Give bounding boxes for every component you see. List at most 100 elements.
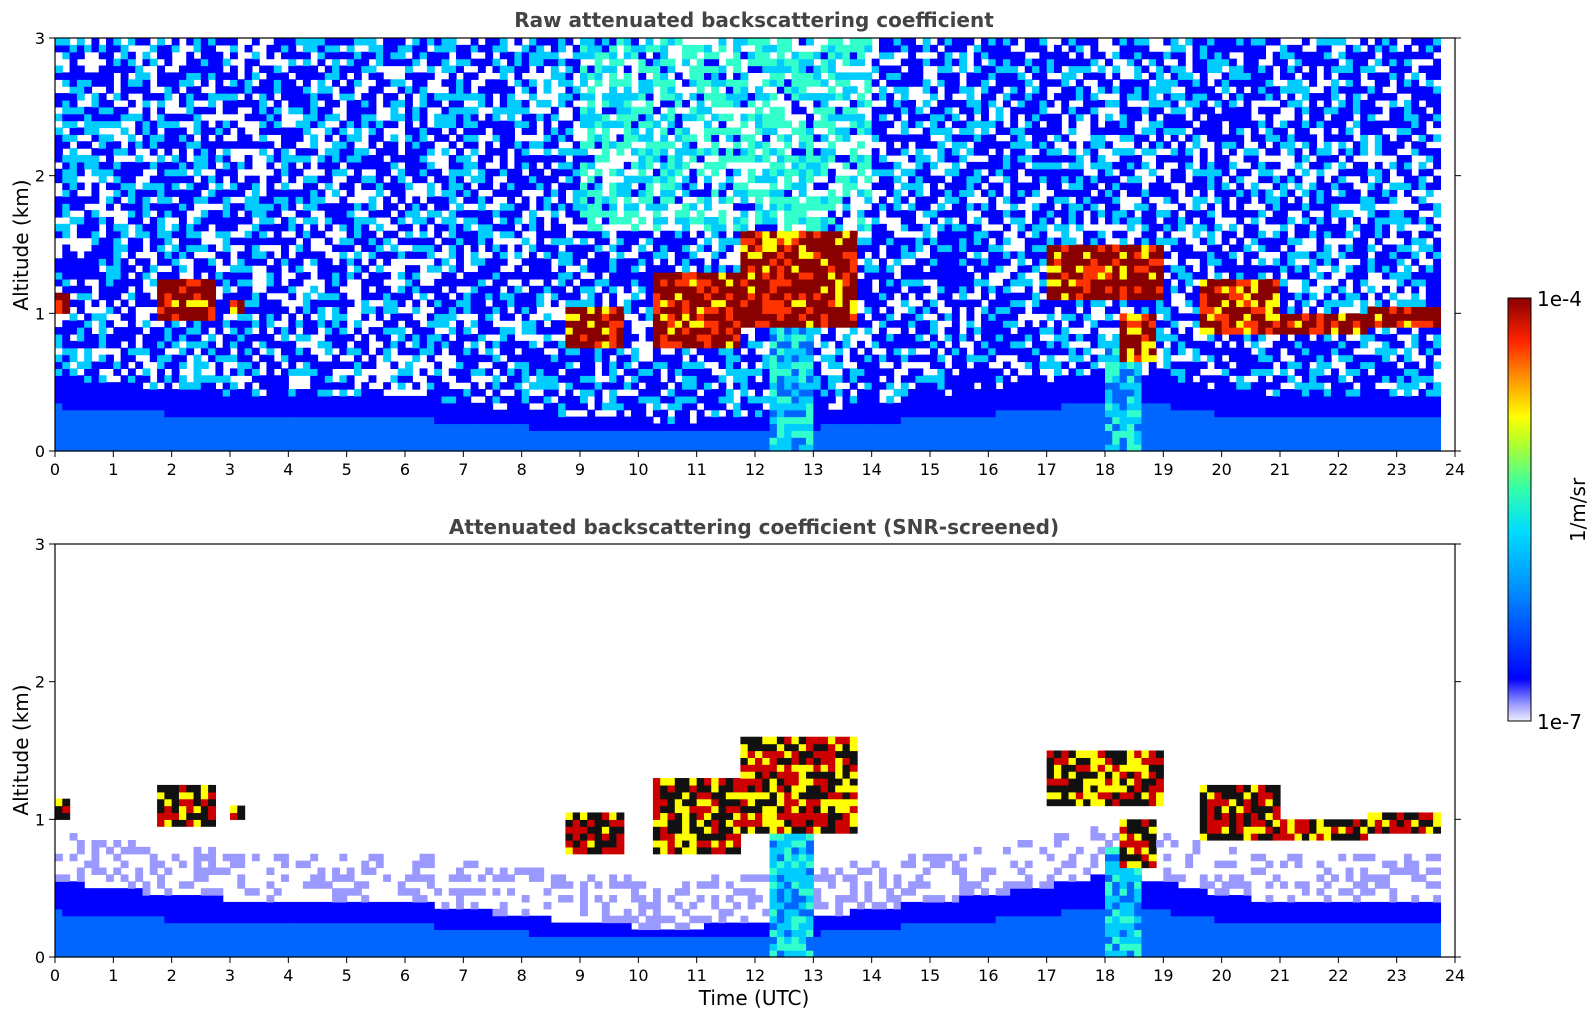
heatmap-cell xyxy=(353,134,362,142)
heatmap-cell xyxy=(652,437,661,445)
heatmap-cell xyxy=(696,423,705,431)
heatmap-cell xyxy=(419,127,428,135)
heatmap-cell xyxy=(383,99,392,108)
heatmap-cell xyxy=(251,333,260,342)
heatmap-cell xyxy=(135,86,144,94)
heatmap-cell xyxy=(645,79,654,87)
heatmap-cell xyxy=(171,327,180,335)
heatmap-cell xyxy=(558,327,567,335)
heatmap-cell xyxy=(499,299,508,308)
heatmap-cell xyxy=(324,285,333,294)
heatmap-cell xyxy=(120,437,129,445)
heatmap-cell xyxy=(565,148,574,156)
heatmap-cell xyxy=(237,265,246,273)
heatmap-cell xyxy=(711,402,720,411)
heatmap-cell xyxy=(762,251,771,259)
heatmap-cell xyxy=(164,44,173,53)
heatmap-cell xyxy=(346,437,355,445)
heatmap-cell xyxy=(499,99,508,108)
heatmap-cell xyxy=(295,368,304,376)
heatmap-cell xyxy=(769,265,778,273)
heatmap-cell xyxy=(580,237,588,246)
heatmap-cell xyxy=(383,444,392,452)
heatmap-cell xyxy=(244,389,253,397)
heatmap-cell xyxy=(448,423,457,431)
heatmap-cell xyxy=(200,155,209,163)
heatmap-cell xyxy=(368,51,377,60)
heatmap-cell xyxy=(725,272,734,280)
heatmap-cell xyxy=(667,182,676,191)
heatmap-cell xyxy=(273,285,282,294)
heatmap-cell xyxy=(689,299,698,308)
heatmap-cell xyxy=(784,86,793,94)
heatmap-cell xyxy=(120,361,129,369)
heatmap-cell xyxy=(631,189,639,197)
heatmap-cell xyxy=(193,272,202,280)
heatmap-cell xyxy=(135,65,144,74)
heatmap-cell xyxy=(689,134,698,142)
heatmap-cell xyxy=(106,333,114,342)
heatmap-cell xyxy=(332,272,340,280)
heatmap-cell xyxy=(332,299,340,308)
heatmap-cell xyxy=(703,327,712,335)
heatmap-cell xyxy=(62,99,71,108)
heatmap-cell xyxy=(514,437,523,445)
heatmap-cell xyxy=(550,106,559,115)
heatmap-cell xyxy=(667,313,676,321)
heatmap-cell xyxy=(543,444,552,452)
heatmap-cell xyxy=(91,196,100,204)
heatmap-cell xyxy=(536,38,545,46)
heatmap-cell xyxy=(718,189,727,197)
heatmap-cell xyxy=(499,161,508,170)
heatmap-cell xyxy=(405,347,413,356)
heatmap-cell xyxy=(244,444,253,452)
heatmap-cell xyxy=(477,196,486,204)
heatmap-cell xyxy=(806,265,814,273)
heatmap-cell xyxy=(273,127,282,135)
heatmap-cell xyxy=(587,134,596,142)
heatmap-cell xyxy=(507,285,515,294)
heatmap-cell xyxy=(667,38,676,46)
heatmap-cell xyxy=(332,333,340,342)
heatmap-cell xyxy=(288,189,297,197)
heatmap-cell xyxy=(200,299,209,308)
heatmap-cell xyxy=(477,99,486,108)
heatmap-cell xyxy=(397,430,406,438)
heatmap-cell xyxy=(405,210,413,218)
heatmap-cell xyxy=(485,368,494,376)
heatmap-cell xyxy=(514,120,523,129)
heatmap-cell xyxy=(798,93,807,101)
heatmap-cell xyxy=(703,148,712,156)
heatmap-cell xyxy=(776,65,785,74)
heatmap-cell xyxy=(485,44,494,53)
heatmap-cell xyxy=(412,79,421,87)
heatmap-cell xyxy=(412,148,421,156)
heatmap-cell xyxy=(806,120,814,129)
heatmap-cell xyxy=(62,72,71,80)
heatmap-cell xyxy=(733,141,742,149)
heatmap-cell xyxy=(193,416,202,425)
heatmap-cell xyxy=(827,272,836,280)
heatmap-cell xyxy=(317,299,326,308)
heatmap-cell xyxy=(543,430,552,438)
heatmap-cell xyxy=(127,148,136,156)
heatmap-cell xyxy=(353,120,362,129)
heatmap-cell xyxy=(747,237,756,246)
heatmap-cell xyxy=(849,120,858,129)
heatmap-cell xyxy=(375,79,384,87)
heatmap-cell xyxy=(806,230,814,239)
heatmap-cell xyxy=(157,51,165,60)
heatmap-cell xyxy=(259,106,268,115)
heatmap-cell xyxy=(623,189,632,197)
heatmap-cell xyxy=(492,306,501,314)
heatmap-cell xyxy=(259,203,268,211)
heatmap-cell xyxy=(521,375,530,383)
heatmap-cell xyxy=(631,127,639,135)
heatmap-cell xyxy=(361,161,370,170)
heatmap-cell xyxy=(463,196,472,204)
heatmap-cell xyxy=(62,354,71,363)
heatmap-cell xyxy=(514,299,523,308)
heatmap-cell xyxy=(120,189,129,197)
heatmap-cell xyxy=(703,437,712,445)
heatmap-cell xyxy=(178,65,187,74)
